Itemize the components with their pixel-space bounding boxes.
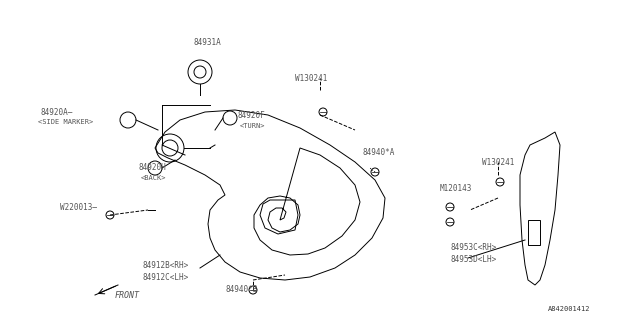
Text: W130241: W130241: [295, 74, 328, 83]
Text: FRONT: FRONT: [115, 292, 140, 300]
Text: 84920H: 84920H: [138, 163, 166, 172]
Text: 84912B<RH>: 84912B<RH>: [142, 261, 188, 270]
Text: 84912C<LH>: 84912C<LH>: [142, 274, 188, 283]
Text: <TURN>: <TURN>: [240, 123, 266, 129]
Text: 84931A: 84931A: [193, 37, 221, 46]
Text: 84940*B: 84940*B: [225, 285, 257, 294]
Text: 84940*A: 84940*A: [362, 148, 394, 156]
Text: A842001412: A842001412: [547, 306, 590, 312]
Text: M120143: M120143: [440, 183, 472, 193]
Text: W220013—: W220013—: [60, 204, 97, 212]
Text: 84953D<LH>: 84953D<LH>: [450, 255, 496, 265]
Text: 84953C<RH>: 84953C<RH>: [450, 244, 496, 252]
Text: 84920F: 84920F: [237, 110, 265, 119]
Text: 84920A—: 84920A—: [40, 108, 72, 116]
Text: <BACK>: <BACK>: [141, 175, 166, 181]
Text: W130241: W130241: [482, 157, 515, 166]
Text: <SIDE MARKER>: <SIDE MARKER>: [38, 119, 93, 125]
